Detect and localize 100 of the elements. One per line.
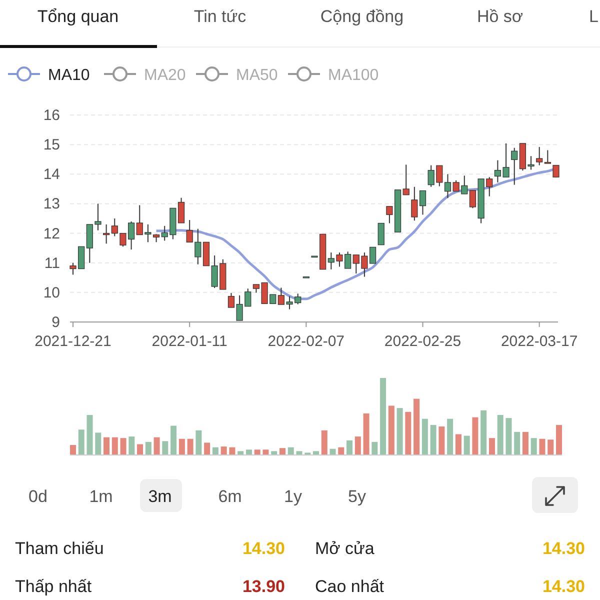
bar bbox=[212, 447, 218, 455]
bar bbox=[154, 437, 160, 455]
candlestick bbox=[511, 147, 518, 186]
candlestick bbox=[402, 164, 410, 196]
bar bbox=[128, 436, 135, 455]
text: Cộng đồng bbox=[320, 7, 404, 26]
candlestick bbox=[536, 146, 543, 166]
legend-label: MA50 bbox=[236, 67, 278, 84]
bar bbox=[70, 444, 76, 455]
y-tick-label: 13 bbox=[43, 196, 60, 213]
x-tick-label: 2021-12-21 bbox=[34, 333, 112, 350]
y-tick-label: 10 bbox=[43, 284, 60, 302]
text: 3m bbox=[148, 487, 172, 506]
text: 0d bbox=[28, 487, 48, 506]
candlestick bbox=[544, 150, 551, 164]
bar bbox=[196, 430, 202, 455]
bar bbox=[480, 410, 487, 455]
legend-label: MA20 bbox=[144, 67, 186, 84]
bar bbox=[86, 414, 93, 455]
text: Mở cửa bbox=[315, 539, 375, 558]
text: Hồ sơ bbox=[476, 7, 524, 26]
x-tick-label: 2022-01-11 bbox=[152, 333, 228, 350]
y-tick-label: 9 bbox=[52, 314, 60, 331]
text: 1y bbox=[284, 487, 302, 506]
bar bbox=[178, 438, 185, 455]
y-tick-label: 12 bbox=[43, 225, 60, 242]
bar bbox=[279, 448, 286, 455]
bar bbox=[354, 436, 361, 455]
text: Tổng quan bbox=[37, 7, 119, 26]
candlestick bbox=[378, 222, 384, 246]
bar bbox=[548, 440, 554, 455]
bar bbox=[321, 430, 328, 455]
text: Tin tức bbox=[194, 7, 247, 26]
y-tick-label: 15 bbox=[43, 136, 60, 154]
bar bbox=[338, 447, 344, 455]
text: Cao nhất bbox=[315, 577, 384, 596]
text: 14.30 bbox=[542, 577, 585, 596]
text: 5y bbox=[348, 487, 366, 506]
bar bbox=[162, 441, 168, 455]
bar bbox=[506, 418, 512, 455]
bar bbox=[497, 414, 504, 455]
bar bbox=[464, 436, 470, 455]
text: 14.30 bbox=[542, 539, 585, 558]
bar bbox=[346, 440, 353, 455]
bar bbox=[514, 432, 520, 455]
bar bbox=[288, 447, 294, 455]
bar bbox=[170, 426, 177, 455]
text: 13.90 bbox=[242, 577, 285, 596]
bar bbox=[455, 434, 462, 455]
bar bbox=[104, 437, 110, 455]
bar bbox=[145, 442, 152, 455]
bar bbox=[405, 412, 412, 455]
text: 6m bbox=[218, 487, 242, 506]
bar bbox=[380, 378, 386, 455]
candlestick bbox=[552, 164, 560, 178]
bar bbox=[246, 450, 252, 455]
text: Thấp nhất bbox=[15, 577, 92, 596]
bar bbox=[539, 438, 546, 455]
bar bbox=[95, 432, 102, 455]
bar bbox=[204, 442, 210, 455]
candlestick bbox=[103, 224, 110, 244]
text: 14.30 bbox=[242, 539, 285, 558]
bar bbox=[522, 432, 528, 455]
text: L bbox=[589, 7, 598, 26]
bar bbox=[372, 442, 378, 455]
bar bbox=[388, 406, 394, 455]
bar bbox=[438, 426, 445, 455]
x-tick-label: 2022-03-17 bbox=[500, 333, 578, 350]
bar bbox=[556, 424, 562, 455]
legend-label: MA10 bbox=[48, 67, 90, 84]
x-tick-label: 2022-02-07 bbox=[268, 333, 345, 350]
y-tick-label: 11 bbox=[44, 254, 60, 272]
bar bbox=[238, 451, 244, 455]
bar bbox=[187, 438, 194, 455]
bar bbox=[422, 418, 428, 455]
bar bbox=[530, 438, 537, 455]
bar bbox=[120, 438, 126, 455]
bar bbox=[447, 418, 454, 455]
text: 1m bbox=[89, 487, 113, 506]
legend-label: MA100 bbox=[328, 67, 379, 84]
bar bbox=[137, 444, 144, 455]
bar bbox=[414, 398, 420, 455]
bar bbox=[271, 451, 278, 455]
bar bbox=[313, 451, 319, 455]
bar bbox=[430, 424, 436, 455]
bar bbox=[296, 451, 302, 455]
bar bbox=[488, 438, 495, 455]
bar bbox=[396, 408, 403, 455]
bar bbox=[229, 447, 236, 455]
bar bbox=[472, 417, 478, 455]
bar bbox=[112, 437, 118, 455]
bar bbox=[262, 450, 269, 455]
text: Tham chiếu bbox=[15, 539, 104, 558]
bar bbox=[254, 450, 260, 455]
bar bbox=[220, 446, 227, 455]
y-tick-label: 16 bbox=[43, 107, 60, 124]
bar bbox=[363, 413, 370, 455]
y-tick-label: 14 bbox=[43, 166, 60, 184]
x-tick-label: 2022-02-25 bbox=[384, 333, 462, 350]
bar bbox=[78, 430, 84, 455]
